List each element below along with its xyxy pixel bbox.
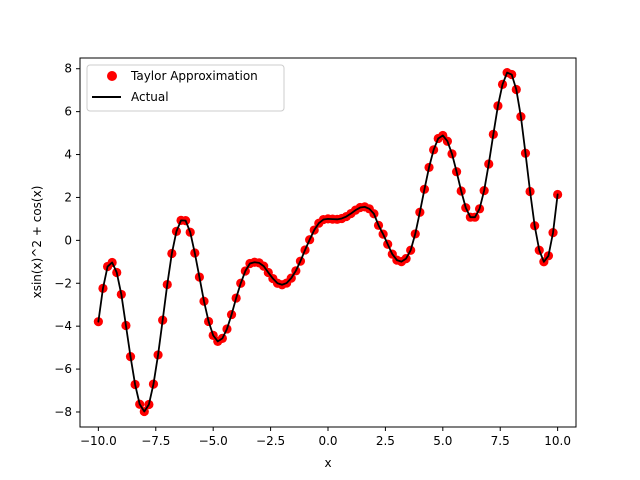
x-tick-label: 0.0 bbox=[318, 434, 337, 448]
y-tick-label: 6 bbox=[64, 105, 72, 119]
x-tick-label: 10.0 bbox=[544, 434, 571, 448]
y-tick-label: −8 bbox=[54, 405, 72, 419]
x-tick-label: −7.5 bbox=[141, 434, 170, 448]
y-axis-label: xsin(x)^2 + cos(x) bbox=[30, 186, 44, 299]
legend: Taylor Approximation Actual bbox=[86, 64, 285, 112]
legend-label-actual: Actual bbox=[131, 90, 169, 104]
axis-ticks: −10.0 −7.5 −5.0 −2.5 0.0 2.5 5.0 7.5 10.0 −8 −6 −4 −… bbox=[54, 62, 571, 448]
y-tick-label: −4 bbox=[54, 319, 72, 333]
x-tick-label: −10.0 bbox=[80, 434, 117, 448]
legend-label-taylor-approximation: Taylor Approximation bbox=[130, 69, 258, 83]
x-axis-label: x bbox=[324, 456, 331, 470]
y-tick-label: −2 bbox=[54, 276, 72, 290]
y-tick-label: 4 bbox=[64, 148, 72, 162]
actual-line bbox=[97, 71, 559, 413]
x-tick-label: −2.5 bbox=[256, 434, 285, 448]
x-tick-label: 7.5 bbox=[491, 434, 510, 448]
x-tick-label: 2.5 bbox=[376, 434, 395, 448]
legend-frame bbox=[86, 64, 285, 112]
x-tick-label: −5.0 bbox=[199, 434, 228, 448]
y-tick-label: 2 bbox=[64, 190, 72, 204]
x-tick-label: 5.0 bbox=[433, 434, 452, 448]
y-tick-label: 0 bbox=[64, 233, 72, 247]
legend-marker-taylor-approximation bbox=[107, 71, 117, 81]
y-tick-label: −6 bbox=[54, 362, 72, 376]
y-tick-label: 8 bbox=[64, 62, 72, 76]
plot-area bbox=[93, 67, 563, 417]
